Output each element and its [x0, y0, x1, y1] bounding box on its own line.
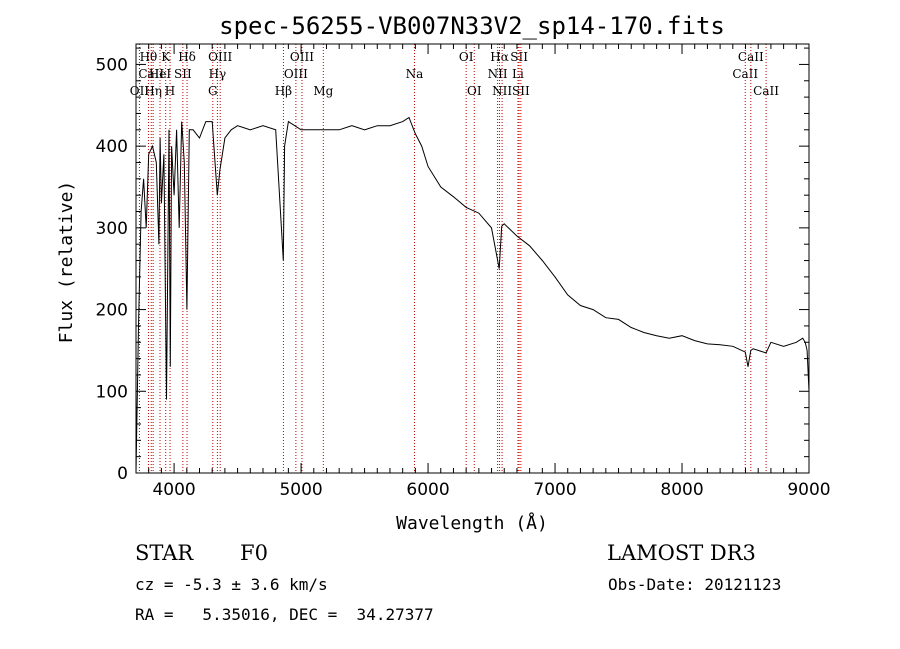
y-tick-label: 100	[96, 382, 128, 402]
marker-label: SII	[174, 67, 192, 81]
marker-label: Hβ	[275, 84, 292, 98]
y-tick-label: 400	[96, 137, 128, 157]
x-tick-label: 9000	[787, 480, 830, 500]
marker-label: Hθ	[140, 50, 158, 64]
marker-label: OII	[130, 84, 150, 98]
x-tick-label: 5000	[279, 480, 322, 500]
object-subclass: F0	[240, 541, 268, 565]
chart-title: spec-56255-VB007N33V2_sp14-170.fits	[219, 12, 725, 40]
marker-label: OI	[467, 84, 482, 98]
marker-label: CaII	[738, 50, 764, 64]
marker-label: NII	[488, 67, 508, 81]
marker-label: HeI	[149, 67, 172, 81]
marker-label: Hδ	[178, 50, 196, 64]
redshift-text: cz = -5.3 ± 3.6 km/s	[135, 575, 328, 594]
object-class: STAR	[135, 541, 194, 565]
coordinates-text: RA = 5.35016, DEC = 34.27377	[135, 605, 434, 624]
y-tick-label: 500	[96, 55, 128, 75]
marker-label: Hη	[144, 84, 162, 98]
marker-label: SII	[512, 84, 530, 98]
y-tick-label: 200	[96, 301, 128, 321]
marker-label: OIII	[284, 67, 308, 81]
plot-frame	[135, 43, 810, 474]
marker-label: SII	[510, 50, 528, 64]
x-tick-label: 7000	[533, 480, 576, 500]
marker-label: CaII	[138, 67, 164, 81]
y-axis-label: Flux (relative)	[56, 181, 77, 344]
survey-name: LAMOST DR3	[607, 541, 756, 565]
axis-ticks: 4000 5000 6000 7000 8000 9000 0 100 200 300 400 500	[96, 44, 831, 500]
marker-label: H	[165, 84, 175, 98]
marker-label: K	[161, 50, 171, 64]
y-tick-label: 0	[117, 464, 128, 484]
marker-label: CaII	[753, 84, 779, 98]
marker-label: Mg	[313, 84, 333, 98]
marker-label: Hα	[490, 50, 509, 64]
marker-label: OIII	[208, 50, 232, 64]
x-tick-label: 6000	[406, 480, 449, 500]
x-axis-label: Wavelength (Å)	[396, 512, 548, 534]
marker-label: Na	[406, 67, 424, 81]
marker-label: Li	[512, 67, 524, 81]
x-tick-label: 4000	[152, 480, 195, 500]
marker-label: Hγ	[209, 67, 227, 81]
obs-date-text: Obs-Date: 20121123	[608, 575, 781, 594]
marker-label: OIII	[290, 50, 314, 64]
marker-label: G	[208, 84, 218, 98]
marker-label: NII	[492, 84, 512, 98]
spectrum-line	[135, 116, 810, 474]
x-tick-label: 8000	[660, 480, 703, 500]
marker-label: CaII	[732, 67, 758, 81]
marker-label: OI	[459, 50, 474, 64]
y-tick-label: 300	[96, 219, 128, 239]
